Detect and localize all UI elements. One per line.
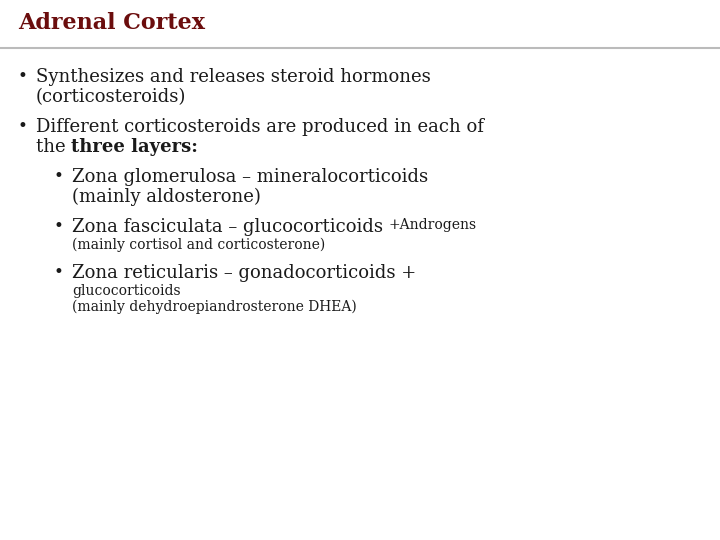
Text: •: • bbox=[54, 264, 64, 281]
Text: the: the bbox=[36, 138, 71, 156]
Text: Synthesizes and releases steroid hormones: Synthesizes and releases steroid hormone… bbox=[36, 68, 431, 86]
Text: (corticosteroids): (corticosteroids) bbox=[36, 88, 186, 106]
Text: +Androgens: +Androgens bbox=[389, 218, 477, 232]
Text: (mainly cortisol and corticosterone): (mainly cortisol and corticosterone) bbox=[72, 238, 325, 252]
Text: Zona fasciculata – glucocorticoids: Zona fasciculata – glucocorticoids bbox=[72, 218, 389, 236]
Text: Different corticosteroids are produced in each of: Different corticosteroids are produced i… bbox=[36, 118, 484, 136]
Text: •: • bbox=[18, 118, 28, 135]
Text: three layers:: three layers: bbox=[71, 138, 198, 156]
Text: glucocorticoids: glucocorticoids bbox=[72, 284, 181, 298]
Text: Zona glomerulosa – mineralocorticoids: Zona glomerulosa – mineralocorticoids bbox=[72, 168, 428, 186]
Text: Zona reticularis – gonadocorticoids +: Zona reticularis – gonadocorticoids + bbox=[72, 264, 416, 282]
Text: (mainly aldosterone): (mainly aldosterone) bbox=[72, 188, 261, 206]
Text: (mainly dehydroepiandrosterone DHEA): (mainly dehydroepiandrosterone DHEA) bbox=[72, 300, 356, 314]
Text: •: • bbox=[54, 168, 64, 185]
Text: •: • bbox=[54, 218, 64, 235]
Text: •: • bbox=[18, 68, 28, 85]
Text: Adrenal Cortex: Adrenal Cortex bbox=[18, 12, 205, 34]
